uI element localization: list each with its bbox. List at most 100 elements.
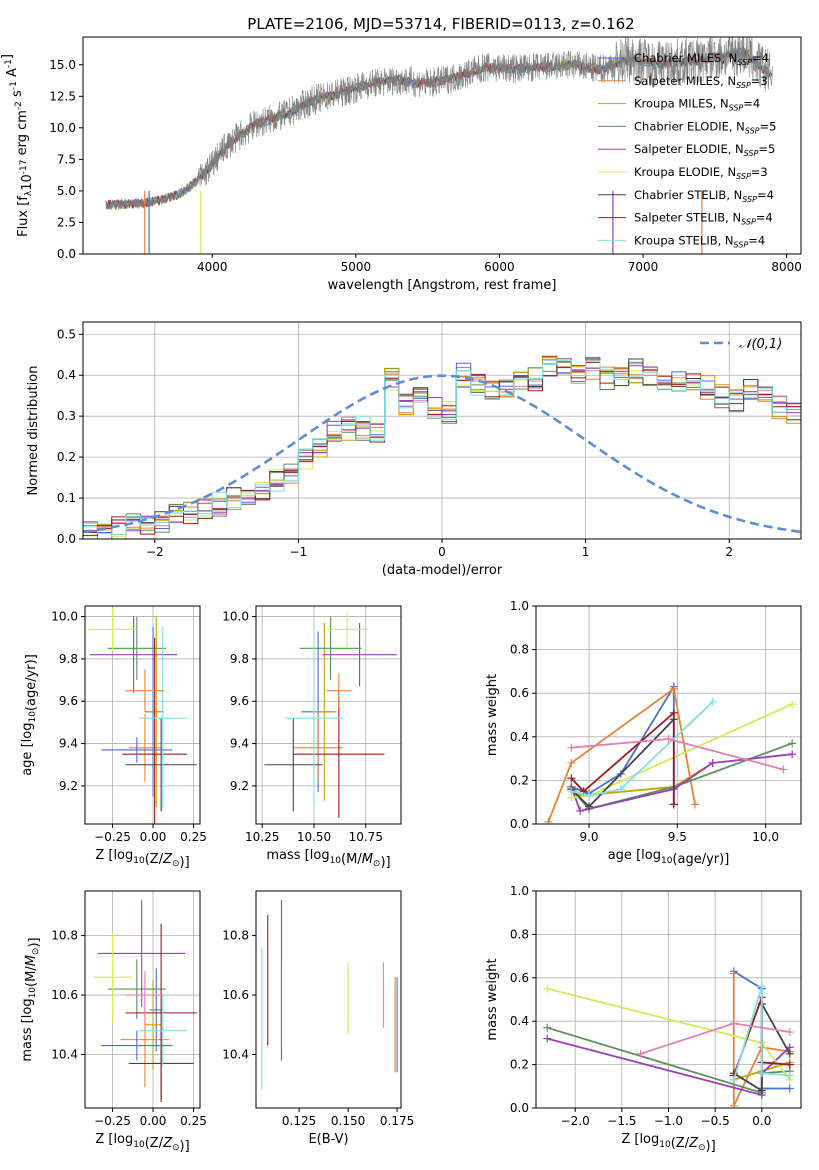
label-part: erg cm: [15, 110, 30, 159]
label-part: )]: [27, 937, 42, 947]
x-tick-label: −0.25: [94, 830, 131, 844]
label-part: log: [113, 848, 133, 863]
label-part: M: [24, 955, 39, 966]
label-part: Normed distribution: [26, 366, 41, 496]
label-part: Z [: [95, 1132, 113, 1147]
x-tick-label: 8000: [771, 260, 802, 274]
y-tick-label: 0.3: [57, 409, 76, 423]
legend-label: Chabrier ELODIE, NSSP=5: [634, 119, 776, 135]
label-sub: 10: [661, 856, 673, 866]
y-tick-label: 15.0: [49, 58, 76, 72]
histogram-step: [83, 355, 801, 535]
x-tick-label: 1: [582, 545, 590, 559]
legend-label-sub: SSP: [745, 126, 760, 135]
x-tick-label: 7000: [628, 260, 659, 274]
y-tick-label: 10.6: [51, 988, 78, 1002]
legend-label-main: Kroupa ELODIE, N: [634, 165, 736, 179]
label-part: log: [20, 998, 35, 1018]
y-tick-label: 9.6: [59, 694, 78, 708]
y-tick-label: 0.2: [510, 1058, 529, 1072]
x-tick-label: 6000: [484, 260, 515, 274]
weight-line: [571, 701, 714, 797]
label-sub: 10: [28, 711, 38, 723]
y-tick-label: 7.5: [57, 152, 76, 166]
legend-label-suffix: =4: [743, 97, 760, 111]
legend-label-sub: SSP: [736, 81, 751, 90]
weight-marker: [708, 697, 717, 706]
axes-frame: [535, 890, 802, 1109]
legend-label-sub: SSP: [742, 195, 757, 204]
plot-area: [544, 682, 797, 824]
x-tick-label: 0.25: [180, 830, 207, 844]
legend-label-sub: SSP: [737, 58, 752, 67]
y-tick-label: 0.2: [57, 450, 76, 464]
legend-label-main: Salpeter ELODIE, N: [634, 142, 744, 156]
label-part: log: [639, 1132, 659, 1147]
label-part: Z: [162, 1136, 173, 1151]
x-tick-label: 10.50: [297, 830, 331, 844]
y-tick-label: 0.8: [510, 643, 529, 657]
weight-marker: [664, 734, 673, 743]
legend-label-main: Chabrier ELODIE, N: [634, 119, 745, 133]
mass-vs-ebv-panel: 0.125 0.150 0.175 10.4 10.6 10.8 E(B-V): [222, 890, 414, 1147]
axes-frame: [82, 36, 802, 255]
x-tick-label: 10.75: [349, 830, 383, 844]
histogram-step: [83, 356, 801, 536]
weight-marker: [543, 1034, 552, 1043]
weight-marker: [669, 800, 678, 809]
legend-label-suffix: =5: [758, 142, 775, 156]
weight-marker: [757, 982, 766, 991]
weight-marker: [636, 1049, 645, 1058]
label-part: )]: [180, 1139, 190, 1154]
y-axis-label: mass weight: [485, 958, 500, 1040]
plot-area: [88, 608, 197, 824]
legend-label: Chabrier STELIB, NSSP=4: [634, 188, 774, 204]
legend-label-main: Salpeter MILES, N: [634, 74, 736, 88]
label-sub: ⊙: [172, 859, 180, 869]
legend-label-suffix: =4: [756, 211, 773, 225]
label-part: mass [: [266, 848, 309, 863]
weight-marker: [788, 739, 797, 748]
label-part: log: [20, 723, 35, 743]
x-axis-label: (data-model)/error: [382, 563, 503, 578]
label-part: Z [: [621, 1132, 639, 1147]
weight-marker: [567, 743, 576, 752]
x-tick-label: −2.0: [561, 1114, 590, 1128]
y-tick-label: 1.0: [510, 884, 529, 898]
legend-label-sub: SSP: [734, 240, 749, 249]
y-tick-label: 0.5: [57, 327, 76, 341]
label-sup: -2: [14, 101, 24, 110]
label-sub: 10: [330, 856, 342, 866]
y-tick-label: 9.4: [230, 737, 249, 751]
normal-curve: [83, 374, 801, 534]
y-tick-label: 10.0: [49, 121, 76, 135]
label-sub: ⊙: [698, 1143, 706, 1153]
x-tick-label: 0.25: [180, 1114, 207, 1128]
x-tick-label: 9.0: [579, 830, 598, 844]
label-sub: ⊙: [373, 859, 381, 869]
label-sup: -17: [19, 160, 29, 175]
weight-marker: [788, 700, 797, 709]
weight-vs-z-panel: −2.0 −1.5 −1.0 −0.5 0.0 0.0 0.2 0.4 0.6 0.8 1.0 Z […: [485, 884, 802, 1154]
label-part: wavelength [Angstrom, rest frame]: [328, 278, 557, 293]
weight-marker: [585, 802, 593, 811]
y-tick-label: 0.8: [510, 927, 529, 941]
x-tick-label: 0.150: [331, 1114, 365, 1128]
y-axis-label: age [log10(age/yr)]: [20, 654, 39, 776]
x-axis-label: Z [log10(Z/Z⊙)]: [95, 1132, 189, 1154]
x-tick-label: −1: [290, 545, 308, 559]
y-tick-label: 10.4: [222, 1047, 249, 1061]
axes-frame: [255, 890, 402, 1109]
legend-label: Kroupa MILES, NSSP=4: [634, 97, 760, 113]
label-part: (M/: [24, 966, 39, 987]
label-part: (M/: [341, 852, 362, 867]
legend-label-suffix: =3: [751, 74, 768, 88]
y-tick-label: 10.4: [51, 1047, 78, 1061]
label-part: s: [10, 90, 25, 101]
weight-marker: [543, 984, 552, 993]
weight-marker: [785, 1071, 794, 1080]
weight-marker: [543, 1023, 552, 1032]
label-sub: 10: [133, 856, 145, 866]
plot-area: [105, 37, 773, 254]
figure-title: PLATE=2106, MJD=53714, FIBERID=0113, z=0…: [247, 15, 634, 33]
